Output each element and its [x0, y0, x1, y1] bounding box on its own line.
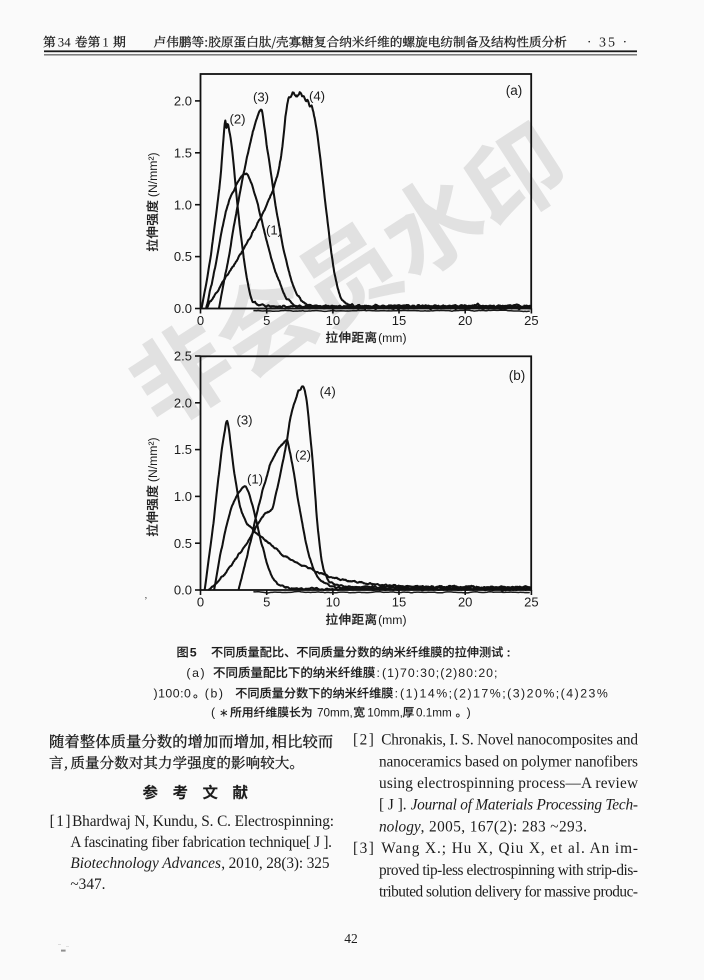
svg-text:(N/mm²): (N/mm²)	[146, 437, 160, 482]
svg-text:42: 42	[344, 931, 358, 946]
svg-text:10: 10	[326, 313, 340, 328]
svg-text:[ J ].: [ J ].	[379, 797, 407, 814]
svg-text:Wang X.; Hu X, Qiu X, et al. A: Wang X.; Hu X, Qiu X, et al. An im-	[381, 840, 638, 857]
svg-text:0.0: 0.0	[174, 301, 192, 316]
svg-text:10: 10	[326, 595, 340, 610]
svg-text:20: 20	[458, 313, 472, 328]
svg-text:’: ’	[144, 595, 148, 607]
svg-text:(2): (2)	[295, 448, 311, 463]
svg-text:A fascinating fiber fabricatio: A fascinating fiber fabrication techniqu…	[70, 834, 332, 851]
svg-text:(4): (4)	[309, 88, 325, 103]
svg-text:(mm): (mm)	[378, 331, 406, 345]
svg-text:0.0: 0.0	[174, 583, 192, 598]
svg-text:, 2005, 167(2): 283 ~293.: , 2005, 167(2): 283 ~293.	[421, 818, 587, 835]
svg-text:5: 5	[190, 646, 197, 660]
svg-text:0.1mm: 0.1mm	[416, 707, 452, 720]
svg-text:70mm,: 70mm,	[317, 707, 353, 720]
svg-text:(a): (a)	[506, 83, 523, 98]
svg-text:): )	[467, 706, 471, 720]
svg-text:2.0: 2.0	[174, 395, 192, 410]
svg-text:· 35 ·: · 35 ·	[587, 36, 629, 51]
svg-text:1.5: 1.5	[174, 442, 192, 457]
svg-text:2.5: 2.5	[174, 349, 192, 364]
svg-text:∗: ∗	[219, 708, 229, 720]
svg-text:2.0: 2.0	[174, 94, 192, 109]
svg-text:(1): (1)	[266, 223, 282, 238]
svg-text:Bhardwaj N, Kundu, S. C. Elect: Bhardwaj N, Kundu, S. C. Electrospinning…	[72, 813, 334, 830]
svg-text:34: 34	[58, 36, 74, 50]
svg-text:20: 20	[458, 595, 472, 610]
svg-text:using electrospinning process—: using electrospinning process—A review	[379, 775, 638, 792]
svg-text:(3): (3)	[253, 90, 269, 105]
svg-text:0.5: 0.5	[174, 536, 192, 551]
svg-text:0: 0	[197, 595, 204, 610]
svg-text:(b): (b)	[205, 687, 225, 701]
svg-text:15: 15	[392, 595, 406, 610]
svg-text:[2]: [2]	[353, 732, 375, 749]
svg-text:25: 25	[524, 313, 538, 328]
svg-text:Biotechnology Advances: Biotechnology Advances	[70, 855, 221, 872]
svg-text:(3): (3)	[236, 413, 252, 428]
svg-text:, 2010, 28(3): 325: , 2010, 28(3): 325	[221, 855, 330, 872]
svg-text:(1)70:30;(2)80:20;: (1)70:30;(2)80:20;	[382, 666, 498, 680]
svg-text:Chronakis, I. S. Novel nanocom: Chronakis, I. S. Novel nanocomposites an…	[381, 732, 638, 749]
svg-text::: :	[377, 666, 380, 680]
svg-text:15: 15	[392, 313, 406, 328]
svg-text:1.5: 1.5	[174, 145, 192, 160]
svg-text:5: 5	[263, 313, 270, 328]
svg-text:5: 5	[263, 595, 270, 610]
svg-text:1.0: 1.0	[174, 197, 192, 212]
svg-text:)100:0: )100:0	[154, 687, 192, 701]
svg-text:(2): (2)	[229, 112, 245, 127]
svg-text:(4): (4)	[320, 384, 336, 399]
svg-text:(a): (a)	[186, 666, 206, 680]
svg-text:(1)14%;(2)17%;(3)20%;(4)23%: (1)14%;(2)17%;(3)20%;(4)23%	[400, 687, 609, 701]
svg-text:~347.: ~347.	[70, 876, 105, 893]
svg-text:Journal of Materials Processin: Journal of Materials Processing Tech-	[411, 797, 638, 814]
svg-text::: :	[507, 646, 511, 660]
svg-text:10mm,: 10mm,	[367, 707, 403, 720]
svg-text:(: (	[211, 706, 216, 720]
svg-text:tributed solution delivery for: tributed solution delivery for massive p…	[379, 884, 638, 901]
svg-text::: :	[395, 687, 398, 701]
svg-text:proved tip-less electrospinnin: proved tip-less electrospinning with str…	[379, 862, 638, 879]
svg-text:(b): (b)	[509, 368, 526, 383]
svg-text:(mm): (mm)	[378, 613, 406, 627]
svg-text:(N/mm²): (N/mm²)	[146, 152, 160, 197]
svg-text:25: 25	[524, 595, 538, 610]
svg-text:nanoceramics based on polymer: nanoceramics based on polymer nanofibers	[379, 753, 638, 770]
svg-text:[1]: [1]	[50, 813, 72, 830]
svg-text:1.0: 1.0	[174, 489, 192, 504]
svg-text:0: 0	[197, 313, 204, 328]
svg-text:(1): (1)	[247, 472, 263, 487]
svg-text:1: 1	[102, 36, 112, 50]
svg-text:0.5: 0.5	[174, 249, 192, 264]
svg-text:[3]: [3]	[353, 840, 375, 857]
svg-text:nology: nology	[379, 818, 421, 835]
